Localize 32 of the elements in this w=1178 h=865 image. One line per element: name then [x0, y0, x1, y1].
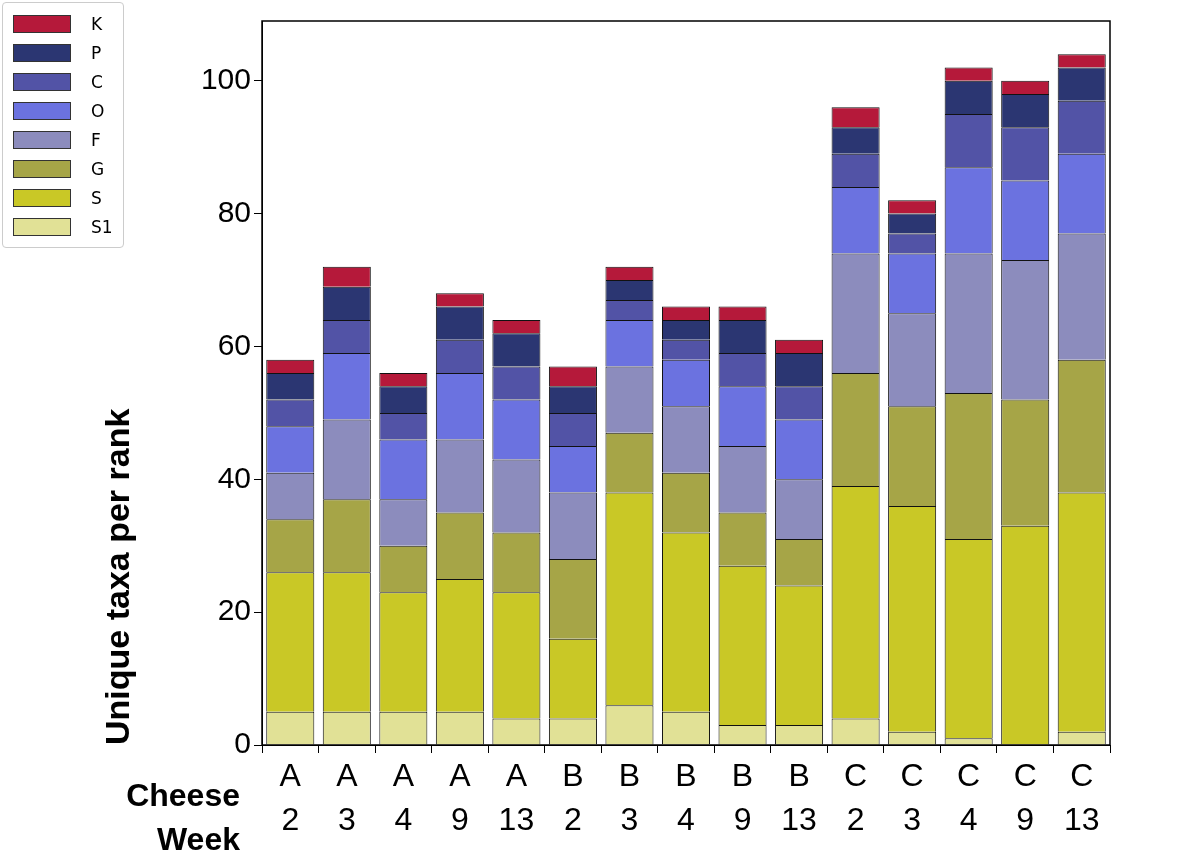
x-tick-label: C 13 — [1063, 757, 1100, 837]
x-tick-label: A 13 — [498, 757, 535, 837]
x-tick-label: B 9 — [731, 757, 754, 837]
y-tick-label: 0 — [234, 726, 251, 760]
text: Cheese — [126, 776, 240, 813]
legend-label: O — [91, 100, 105, 121]
y-tick-label: 80 — [217, 194, 251, 228]
x-tick-label: A 3 — [336, 757, 359, 837]
y-tick-label: 20 — [217, 593, 251, 627]
legend-label: G — [91, 158, 105, 179]
y-tick-label: 100 — [200, 62, 251, 96]
y-tick-label: 40 — [217, 460, 251, 494]
x-tick-label: A 2 — [279, 757, 302, 837]
x-tick-label: B 13 — [781, 757, 817, 837]
x-tick-label: B 2 — [562, 757, 584, 837]
legend-label: C — [91, 71, 103, 92]
y-tick-label: 60 — [217, 327, 251, 361]
text: Week — [156, 820, 241, 857]
legend-label: P — [91, 42, 102, 63]
legend-label: S — [91, 187, 102, 208]
x-tick-label: A 4 — [392, 757, 415, 837]
x-tick-label: B 3 — [618, 757, 641, 837]
x-tick-label: C 3 — [900, 757, 924, 837]
x-tick-label: C 4 — [957, 757, 981, 837]
y-axis-title: Unique taxa per rank — [97, 408, 136, 745]
x-tick-label: C 9 — [1013, 757, 1037, 837]
legend-label: F — [91, 129, 101, 150]
x-tick-label: B 4 — [675, 757, 697, 837]
legend-label: S1 — [91, 216, 113, 237]
legend-label: K — [91, 13, 103, 34]
x-tick-label: A 9 — [449, 757, 472, 837]
x-tick-label: C 2 — [844, 757, 868, 837]
